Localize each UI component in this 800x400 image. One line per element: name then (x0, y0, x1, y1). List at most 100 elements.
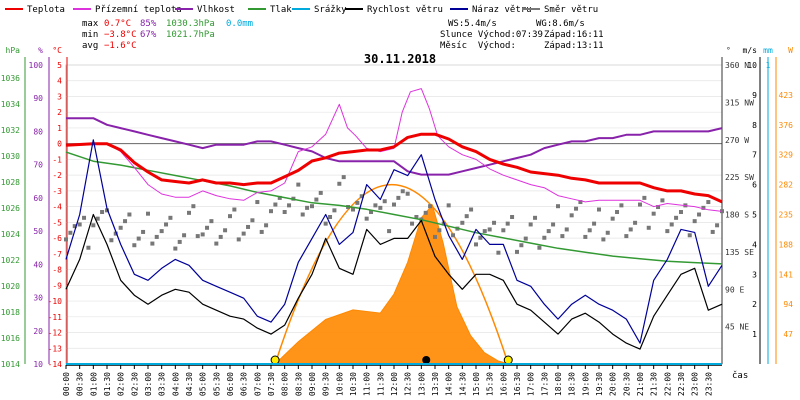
hPa-axis-title: hPa (6, 46, 21, 55)
wind-direction-point (182, 233, 187, 238)
wind-gust-line (65, 139, 723, 344)
wind-direction-point (214, 241, 219, 246)
wind-direction-point (597, 207, 601, 212)
wind-direction-point (628, 227, 633, 232)
wind-speed-line (65, 213, 723, 350)
wind-direction-point (446, 203, 451, 208)
direction-axis-title: ° (726, 46, 731, 55)
wind-direction-point (113, 231, 118, 236)
temperature-tick-label: -4 (52, 203, 62, 212)
x-tick-label: 12:00 (390, 372, 399, 396)
wind-direction-point (228, 214, 232, 219)
temperature-line (65, 132, 723, 204)
wind-direction-point (510, 214, 515, 219)
legend-label: Srážky (314, 5, 347, 15)
wind-direction-point (537, 245, 542, 250)
wind-direction-point (355, 200, 360, 205)
wind-direction-point (574, 206, 579, 211)
x-tick-label: 06:30 (240, 372, 249, 396)
solar-tick-label: 423 (779, 91, 794, 100)
wind-direction-point (605, 230, 610, 235)
wind-tick-label: 4 (752, 240, 757, 249)
wind-tick-label: 2 (752, 300, 757, 309)
x-tick-label: 10:30 (349, 372, 358, 396)
wind-direction-point (400, 189, 405, 194)
x-tick-label: 13:00 (417, 372, 426, 396)
wind-direction-point (392, 202, 396, 207)
sun-path-arc (274, 184, 509, 365)
wind-direction-point (469, 207, 474, 212)
x-tick-label: 22:00 (663, 372, 672, 396)
temperature-tick-label: 2 (57, 108, 62, 117)
stat-ws: WS:5.4m/s (448, 19, 497, 29)
wind-direction-point (515, 249, 519, 254)
temperature-tick-label: -7 (52, 250, 62, 259)
wind-direction-point (200, 232, 205, 237)
stats-panel: max 0.7°C 85% 1030.3hPa 0.0mm min −3.8°C… (82, 19, 604, 51)
legend-label: Vlhkost (197, 5, 235, 15)
wind-direction-point (373, 203, 378, 208)
hPa-tick-label: 1014 (1, 360, 20, 369)
x-tick-label: 05:00 (199, 372, 208, 396)
x-tick-label: 07:00 (253, 372, 262, 396)
wind-direction-point (556, 204, 560, 209)
wind-direction-point (259, 229, 264, 234)
wind-direction-point (318, 190, 323, 195)
wind-direction-point (77, 222, 82, 227)
wind-direction-point (505, 221, 510, 226)
solar-tick-label: 376 (779, 121, 794, 130)
wind-direction-point (601, 237, 606, 242)
wind-tick-label: 8 (752, 121, 757, 130)
legend-label: Náraz větru (472, 5, 532, 15)
legend-label: Tlak (270, 5, 292, 15)
x-tick-label: 04:30 (185, 372, 194, 396)
wind-direction-point (414, 214, 419, 219)
direction-tick-label: 90 E (725, 285, 744, 294)
wind-direction-point (501, 228, 506, 233)
solar-tick-label: 235 (779, 211, 794, 220)
wind-direction-point (487, 227, 492, 232)
x-tick-label: 05:30 (212, 372, 221, 396)
wind-tick-label: 9 (752, 91, 757, 100)
wind-direction-point (282, 210, 287, 215)
wind-direction-point (378, 205, 383, 210)
x-tick-label: 21:00 (636, 372, 645, 396)
legend-label: Rychlost větru (367, 5, 443, 15)
wind-direction-point (332, 208, 337, 213)
wind-direction-point (665, 229, 670, 234)
wind-direction-point (141, 229, 146, 234)
x-tick-label: 01:00 (89, 372, 98, 396)
x-tick-label: 02:30 (130, 372, 139, 396)
wind-direction-point (624, 234, 629, 239)
wind-direction-point (177, 239, 182, 244)
wind-direction-point (583, 234, 588, 239)
stat-max-hum: 85% (140, 19, 157, 29)
wind-direction-point (615, 210, 620, 215)
wind-direction-point (410, 221, 415, 226)
wind-direction-point (241, 231, 246, 236)
x-tick-label: 18:30 (568, 372, 577, 396)
temperature-tick-label: -11 (48, 313, 63, 322)
humidity-line (66, 117, 723, 176)
temperature-tick-label: 3 (57, 92, 62, 101)
wind-direction-point (551, 222, 556, 227)
hPa-tick-label: 1020 (1, 282, 20, 291)
humidity-tick-label: 10 (33, 360, 43, 369)
hPa-tick-label: 1036 (1, 74, 20, 83)
hPa-tick-label: 1024 (1, 230, 20, 239)
wind-direction-point (91, 223, 96, 228)
stat-max-label: max (82, 19, 99, 29)
hPa-tick-label: 1018 (1, 308, 20, 317)
hPa-tick-label: 1022 (1, 256, 20, 265)
wind-direction-point (369, 210, 374, 215)
stat-min-press: 1021.7hPa (166, 30, 215, 40)
stat-sun-rise: Slunce Východ:07:39 (440, 30, 543, 40)
wind-direction-point (132, 243, 137, 248)
hPa-tick-label: 1016 (1, 334, 20, 343)
wind-direction-point (64, 237, 68, 242)
rain-axis-title: mm (763, 46, 773, 55)
wind-direction-point (610, 216, 615, 221)
wind-direction-point (154, 234, 159, 239)
wind-direction-point (264, 223, 269, 228)
temperature-tick-label: -2 (52, 171, 62, 180)
